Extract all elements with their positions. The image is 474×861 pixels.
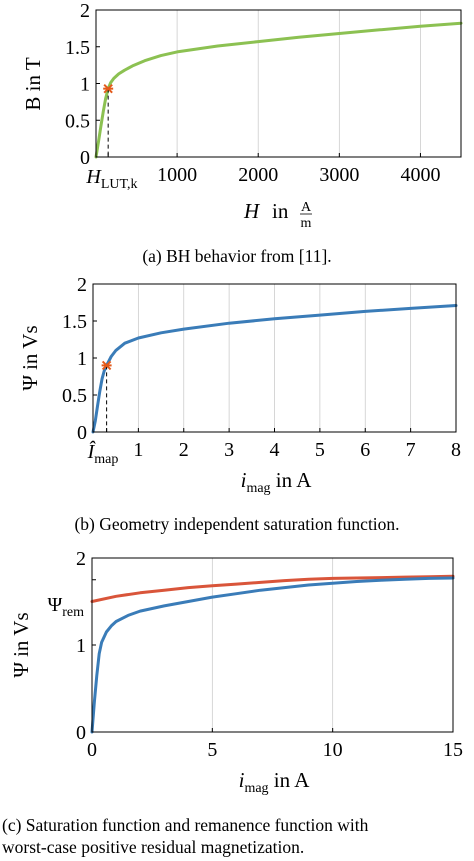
panel-c-plot-frame (91, 557, 454, 733)
panel-a-ytick-label: 1 (80, 74, 90, 96)
panel-c-ytick-label: 0 (76, 722, 86, 744)
svg-text:A: A (301, 200, 312, 215)
panel-b-xtick-label: 3 (224, 439, 234, 461)
panel-b-ytick-label: 2 (77, 274, 87, 296)
svg-text:in: in (272, 199, 289, 223)
panel-b-xtick-label: 4 (270, 439, 280, 461)
panel-a-xtick-label: 2000 (238, 164, 278, 186)
panel-b-xtick-label: 6 (360, 439, 370, 461)
panel-a-xtick-label: 1000 (157, 164, 197, 186)
panel-b-marker-point (101, 360, 112, 371)
panel-a-xlabel: H in A m (243, 199, 312, 231)
panel-c-series-line-2 (90, 576, 455, 734)
panel-c-caption-line1: (c) Saturation function and remanence fu… (2, 815, 369, 835)
panel-c-xtick-label: 0 (87, 739, 97, 761)
panel-c-xtick-label: 15 (443, 739, 463, 761)
panel-a-xtick-label: 3000 (319, 164, 359, 186)
panel-c-ylabel: Ψ in Vs (9, 612, 33, 677)
panel-b-ylabel: Ψ in Vs (18, 325, 42, 390)
panel-a-ytick-label: 2 (80, 0, 90, 22)
panel-a-ytick-label: 0 (80, 147, 90, 169)
panel-c-ytick-label: 1 (76, 635, 86, 657)
panel-c-xtick-label: 10 (323, 739, 343, 761)
panel-b-xlabel: imag in A (241, 468, 313, 496)
panel-c-series-line-1 (90, 574, 455, 603)
panel-b-ytick-label: 0 (77, 422, 87, 444)
panel-c-special-ytick: Ψrem (47, 594, 84, 620)
panel-a-caption: (a) BH behavior from [11]. (142, 246, 331, 266)
svg-text:m: m (301, 216, 312, 231)
panel-a-plot-frame (95, 9, 462, 158)
panel-a-series-line-1 (94, 21, 463, 159)
panel-a-marker-point (103, 83, 114, 94)
panel-a-xtick-label: 4000 (400, 164, 440, 186)
panel-b-xtick-label: 5 (315, 439, 325, 461)
panel-a-ytick-label: 0.5 (65, 110, 90, 132)
panel-a-special-xtick: HLUT,k (85, 166, 137, 192)
panel-b-caption: (b) Geometry independent saturation func… (74, 514, 399, 534)
panel-b-series-line-1 (91, 304, 458, 434)
panel-b-special-xtick: Îmap (87, 440, 119, 467)
svg-text:H: H (243, 199, 261, 223)
panel-c-xtick-label: 5 (207, 739, 217, 761)
panel-b-xtick-label: 8 (451, 439, 461, 461)
panel-c: 0 5 10 15 0 1 2 Ψrem Ψ in Vs imag in A (c) Sat… (2, 548, 463, 857)
panel-c-ytick-label: 2 (76, 548, 86, 570)
panel-b-ytick-label: 0.5 (62, 385, 87, 407)
panel-b-ytick-label: 1 (77, 348, 87, 370)
panel-b-xtick-label: 1 (133, 439, 143, 461)
panel-b-xtick-label: 2 (179, 439, 189, 461)
panel-b-xtick-label: 7 (406, 439, 416, 461)
panel-a-ytick-label: 1.5 (65, 37, 90, 59)
panel-b: 1 2 3 4 5 6 7 8 0 0.5 1 1.5 2 Îmap Ψ in Vs imag in A… (18, 274, 461, 534)
panel-c-xlabel: imag in A (239, 768, 311, 796)
panel-c-caption-line2: worst-case positive residual magnetizati… (2, 837, 304, 857)
panel-b-ytick-label: 1.5 (62, 311, 87, 333)
panel-a-ylabel: B in T (21, 57, 45, 110)
